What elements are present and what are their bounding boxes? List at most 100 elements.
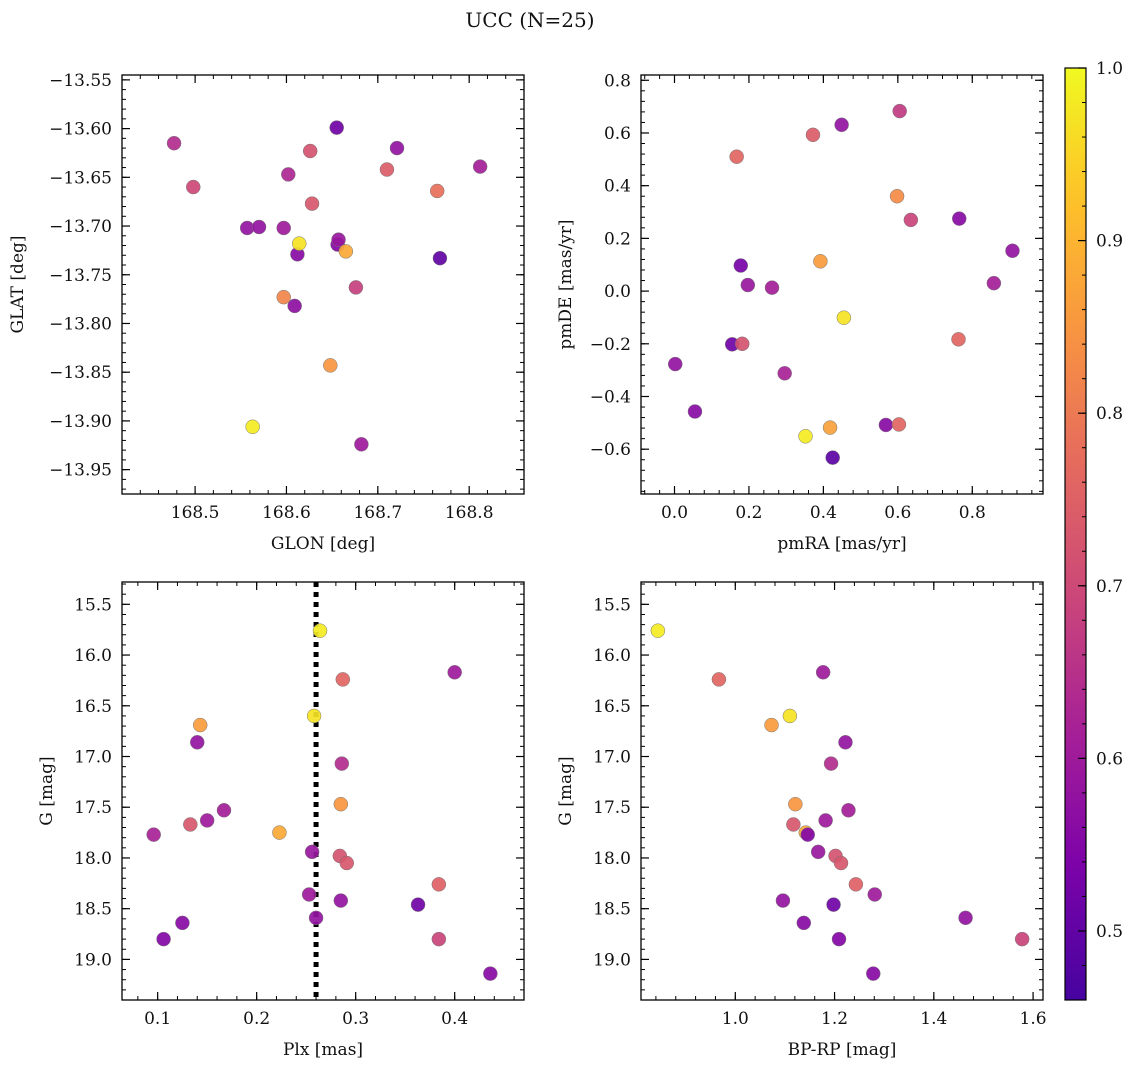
- scatter-point: [1005, 243, 1020, 259]
- y-tick-label: 18.5: [593, 900, 631, 920]
- y-tick-label: −13.60: [49, 120, 112, 140]
- scatter-point: [302, 143, 318, 159]
- x-axis-label: Plx [mas]: [283, 1040, 363, 1060]
- plx-g-panel: 0.1 0.2 0.3 0.4 15.5 16.0 16.5 17.0 17.5 18.0 18.5…: [37, 581, 525, 1060]
- y-tick-label: 17.0: [74, 748, 112, 768]
- y-axis-label: G [mag]: [37, 756, 57, 825]
- axes-frame: [121, 581, 525, 1001]
- scatter-point: [308, 910, 324, 926]
- scatter-point: [379, 162, 395, 177]
- scatter-point: [775, 893, 791, 908]
- y-tick-label: 18.0: [74, 849, 112, 869]
- scatter-point: [848, 877, 864, 892]
- y-tick-label: 18.5: [74, 900, 112, 920]
- scatter-point: [334, 756, 350, 771]
- scatter-point: [891, 417, 907, 432]
- scatter-point: [245, 419, 260, 435]
- figure-title: UCC (N=25): [465, 8, 594, 32]
- scatter-point: [339, 855, 355, 871]
- scatter-point: [826, 897, 841, 912]
- scatter-point: [276, 289, 291, 305]
- scatter-point: [306, 708, 322, 724]
- scatter-point: [733, 258, 749, 273]
- scatter-point: [276, 220, 291, 236]
- scatter-point: [687, 404, 703, 419]
- scatter-point: [834, 117, 849, 133]
- scatter-point: [323, 358, 338, 373]
- scatter-point: [867, 887, 883, 902]
- scatter-point: [483, 966, 498, 981]
- scatter-point: [291, 236, 307, 251]
- y-tick-label: −13.75: [49, 266, 112, 286]
- x-tick-label: 0.0: [661, 503, 688, 523]
- scatter-point: [192, 717, 208, 733]
- y-tick-label: 16.5: [593, 697, 631, 717]
- scatter-point: [831, 931, 847, 947]
- y-tick-label: −13.80: [49, 314, 112, 334]
- scatter-point: [951, 332, 966, 347]
- scatter-point: [823, 756, 839, 771]
- scatter-point: [301, 887, 317, 902]
- y-tick-label: 16.0: [593, 646, 631, 666]
- colorbar: 0.5 0.6 0.7 0.8 0.9 1.0: [1064, 59, 1123, 1001]
- scatter-point: [810, 844, 826, 860]
- x-axis-label: BP-RP [mag]: [788, 1040, 897, 1060]
- colorbar-tick-label: 0.9: [1096, 232, 1123, 252]
- x-tick-label: 1.0: [722, 1009, 749, 1029]
- y-tick-label: −13.55: [49, 71, 112, 91]
- scatter-point: [815, 665, 831, 680]
- colorbar-tick-label: 0.7: [1096, 577, 1123, 597]
- scatter-point: [304, 844, 320, 860]
- scatter-point: [866, 966, 881, 981]
- scatter-point: [782, 708, 798, 724]
- scatter-point: [903, 212, 919, 228]
- scatter-point: [798, 429, 813, 444]
- y-tick-label: 17.0: [593, 748, 631, 768]
- colorbar-tick-label: 0.6: [1096, 749, 1123, 769]
- scatter-point: [958, 910, 973, 926]
- scatter-point: [281, 167, 296, 182]
- y-tick-label: 17.5: [593, 798, 631, 818]
- scatter-point: [892, 103, 907, 119]
- x-tick-label: 0.2: [243, 1009, 270, 1029]
- x-tick-label: 0.1: [144, 1009, 171, 1029]
- scatter-point: [348, 280, 364, 295]
- scatter-point: [251, 219, 267, 235]
- y-tick-label: 16.5: [74, 697, 112, 717]
- scatter-point: [432, 250, 448, 266]
- x-tick-label: 168.7: [353, 503, 402, 523]
- scatter-point: [156, 931, 171, 947]
- bprp-g-panel: 1.0 1.2 1.4 1.6 15.5 16.0 16.5 17.0 17.5 18.0 18.5…: [556, 581, 1047, 1060]
- scatter-point: [734, 336, 750, 352]
- y-tick-label: −0.4: [590, 387, 631, 407]
- scatter-point: [777, 366, 792, 381]
- scatter-point: [650, 623, 666, 638]
- x-tick-label: 0.4: [441, 1009, 468, 1029]
- x-tick-label: 168.5: [171, 503, 220, 523]
- x-axis-label: GLON [deg]: [271, 534, 375, 554]
- x-tick-label: 1.4: [920, 1009, 947, 1029]
- y-tick-label: −13.95: [49, 461, 112, 481]
- scatter-point: [786, 817, 801, 832]
- y-axis-label: G [mag]: [556, 756, 576, 825]
- scatter-point: [764, 280, 780, 295]
- scatter-point: [825, 450, 840, 465]
- scatter-point: [841, 803, 856, 818]
- glon-glat-panel: 168.5 168.6 168.7 168.8 −13.55 −13.60 −13.65 −1…: [8, 71, 525, 554]
- scatter-point: [389, 140, 405, 156]
- scatter-point: [711, 672, 727, 687]
- x-tick-label: 168.6: [262, 503, 311, 523]
- scatter-point: [878, 417, 894, 433]
- y-tick-label: 0.0: [604, 282, 631, 302]
- y-tick-label: −13.90: [49, 412, 112, 432]
- y-tick-label: −13.65: [49, 168, 112, 188]
- scatter-point: [166, 135, 182, 151]
- scatter-point: [333, 796, 349, 812]
- scatter-point: [447, 665, 462, 680]
- y-tick-label: 0.6: [604, 124, 631, 144]
- y-tick-label: 18.0: [593, 849, 631, 869]
- y-axis-label: pmDE [mas/yr]: [556, 219, 576, 349]
- scatter-point: [836, 310, 852, 325]
- axes-frame: [121, 74, 525, 495]
